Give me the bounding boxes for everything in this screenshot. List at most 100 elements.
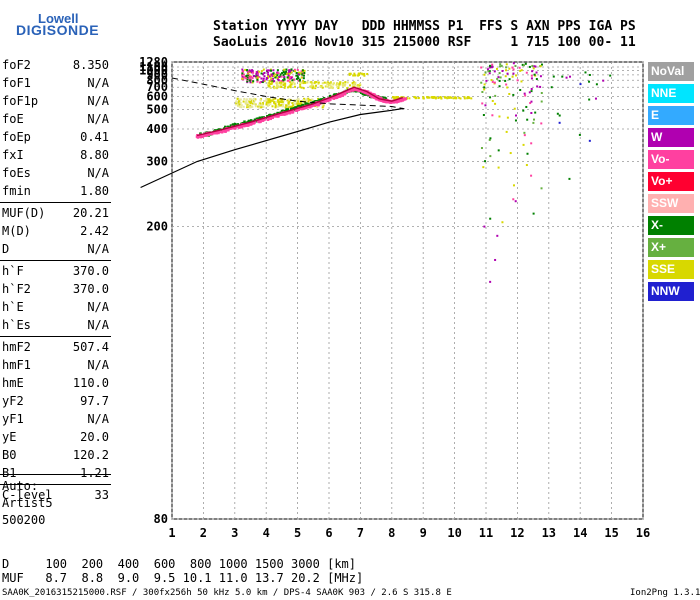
o-trace-point	[253, 120, 256, 124]
echo-point	[280, 81, 283, 84]
echo-point	[515, 74, 518, 77]
echo-point	[530, 74, 533, 77]
echo-point	[523, 92, 526, 95]
x-tick-label: 8	[388, 526, 395, 540]
echo-point	[262, 105, 265, 108]
echo-point	[235, 100, 238, 103]
auto-code: 500200	[2, 513, 46, 527]
o-trace-point	[377, 98, 381, 102]
param-label: yE	[2, 430, 17, 444]
o-trace-point	[397, 99, 400, 103]
echo-point	[243, 97, 246, 100]
param-row: yF2 97.7	[2, 392, 109, 410]
echo-point	[247, 71, 250, 74]
echo-point	[352, 81, 355, 84]
x-trace-point	[362, 92, 366, 96]
echo-point	[311, 98, 314, 101]
distance-row: D 100 200 400 600 800 1000 1500 3000 [km…	[2, 557, 357, 571]
echo-point	[283, 78, 286, 81]
echo-point	[286, 86, 289, 89]
echo-point	[284, 82, 287, 85]
echo-point	[286, 106, 289, 109]
echo-point	[292, 104, 295, 107]
echo-point	[463, 97, 466, 100]
echo-point	[283, 86, 286, 89]
echo-point	[276, 77, 279, 80]
o-trace-point	[342, 92, 345, 95]
echo-point	[310, 86, 313, 89]
echo-point	[341, 83, 344, 86]
echo-point	[273, 101, 276, 104]
echo-point	[288, 100, 291, 103]
echo-point	[540, 100, 543, 103]
echo-point	[288, 85, 291, 88]
echo-point	[504, 75, 507, 78]
echo-point	[525, 71, 528, 74]
echo-point	[252, 97, 255, 100]
echo-point	[258, 75, 261, 78]
y-tick-label: 800	[146, 73, 168, 87]
echo-point	[481, 102, 484, 105]
legend-item: SSE	[648, 260, 694, 279]
param-label: D	[2, 242, 10, 256]
y-tick-label: 200	[146, 220, 168, 234]
o-trace-point	[224, 130, 227, 133]
echo-point	[511, 75, 514, 78]
echo-point	[245, 98, 248, 101]
echo-point	[330, 85, 333, 88]
echo-point	[306, 81, 309, 84]
echo-point	[439, 96, 442, 99]
echo-point	[556, 112, 559, 115]
echo-point	[286, 99, 289, 102]
param-label: hmF1	[2, 358, 31, 372]
echo-point	[349, 72, 352, 75]
echo-point	[256, 76, 259, 79]
y-tick-label: 700	[146, 80, 168, 94]
echo-point	[363, 72, 366, 75]
legend-item: NNE	[648, 84, 694, 103]
o-trace-point	[322, 101, 326, 104]
echo-point	[325, 81, 328, 84]
param-row: C-level 33	[2, 486, 109, 504]
x-tick-label: 10	[447, 526, 461, 540]
o-trace-point	[291, 109, 295, 112]
echo-point	[260, 103, 263, 106]
o-trace-point	[369, 94, 372, 97]
echo-point	[293, 68, 296, 71]
echo-point	[294, 70, 297, 73]
echo-point	[358, 84, 361, 87]
echo-point	[530, 100, 533, 103]
echo-point	[297, 77, 300, 80]
echo-point	[328, 82, 331, 85]
echo-point	[351, 82, 354, 85]
echo-point	[356, 84, 359, 87]
echo-point	[271, 105, 274, 108]
echo-point	[276, 74, 279, 77]
echo-point	[508, 78, 511, 81]
echo-point	[498, 115, 501, 118]
echo-point	[288, 78, 291, 81]
echo-point	[274, 104, 277, 107]
param-value: 1.21	[80, 466, 109, 480]
echo-point	[274, 100, 277, 103]
echo-point	[288, 98, 291, 101]
echo-point	[297, 100, 300, 103]
echo-point	[242, 100, 245, 103]
o-trace-point	[335, 94, 338, 98]
echo-point	[496, 234, 499, 237]
echo-point	[255, 76, 258, 79]
echo-point	[262, 68, 265, 71]
o-trace-point	[354, 87, 357, 91]
param-value: 120.2	[72, 448, 109, 462]
x-trace-point	[256, 117, 260, 120]
echo-point	[336, 86, 339, 89]
echo-point	[525, 164, 528, 167]
o-trace-point	[247, 124, 250, 127]
echo-point	[256, 71, 259, 74]
echo-point	[291, 105, 294, 108]
echo-point	[499, 65, 502, 68]
echo-point	[496, 77, 499, 80]
echo-point	[262, 73, 265, 76]
echo-point	[270, 77, 273, 80]
